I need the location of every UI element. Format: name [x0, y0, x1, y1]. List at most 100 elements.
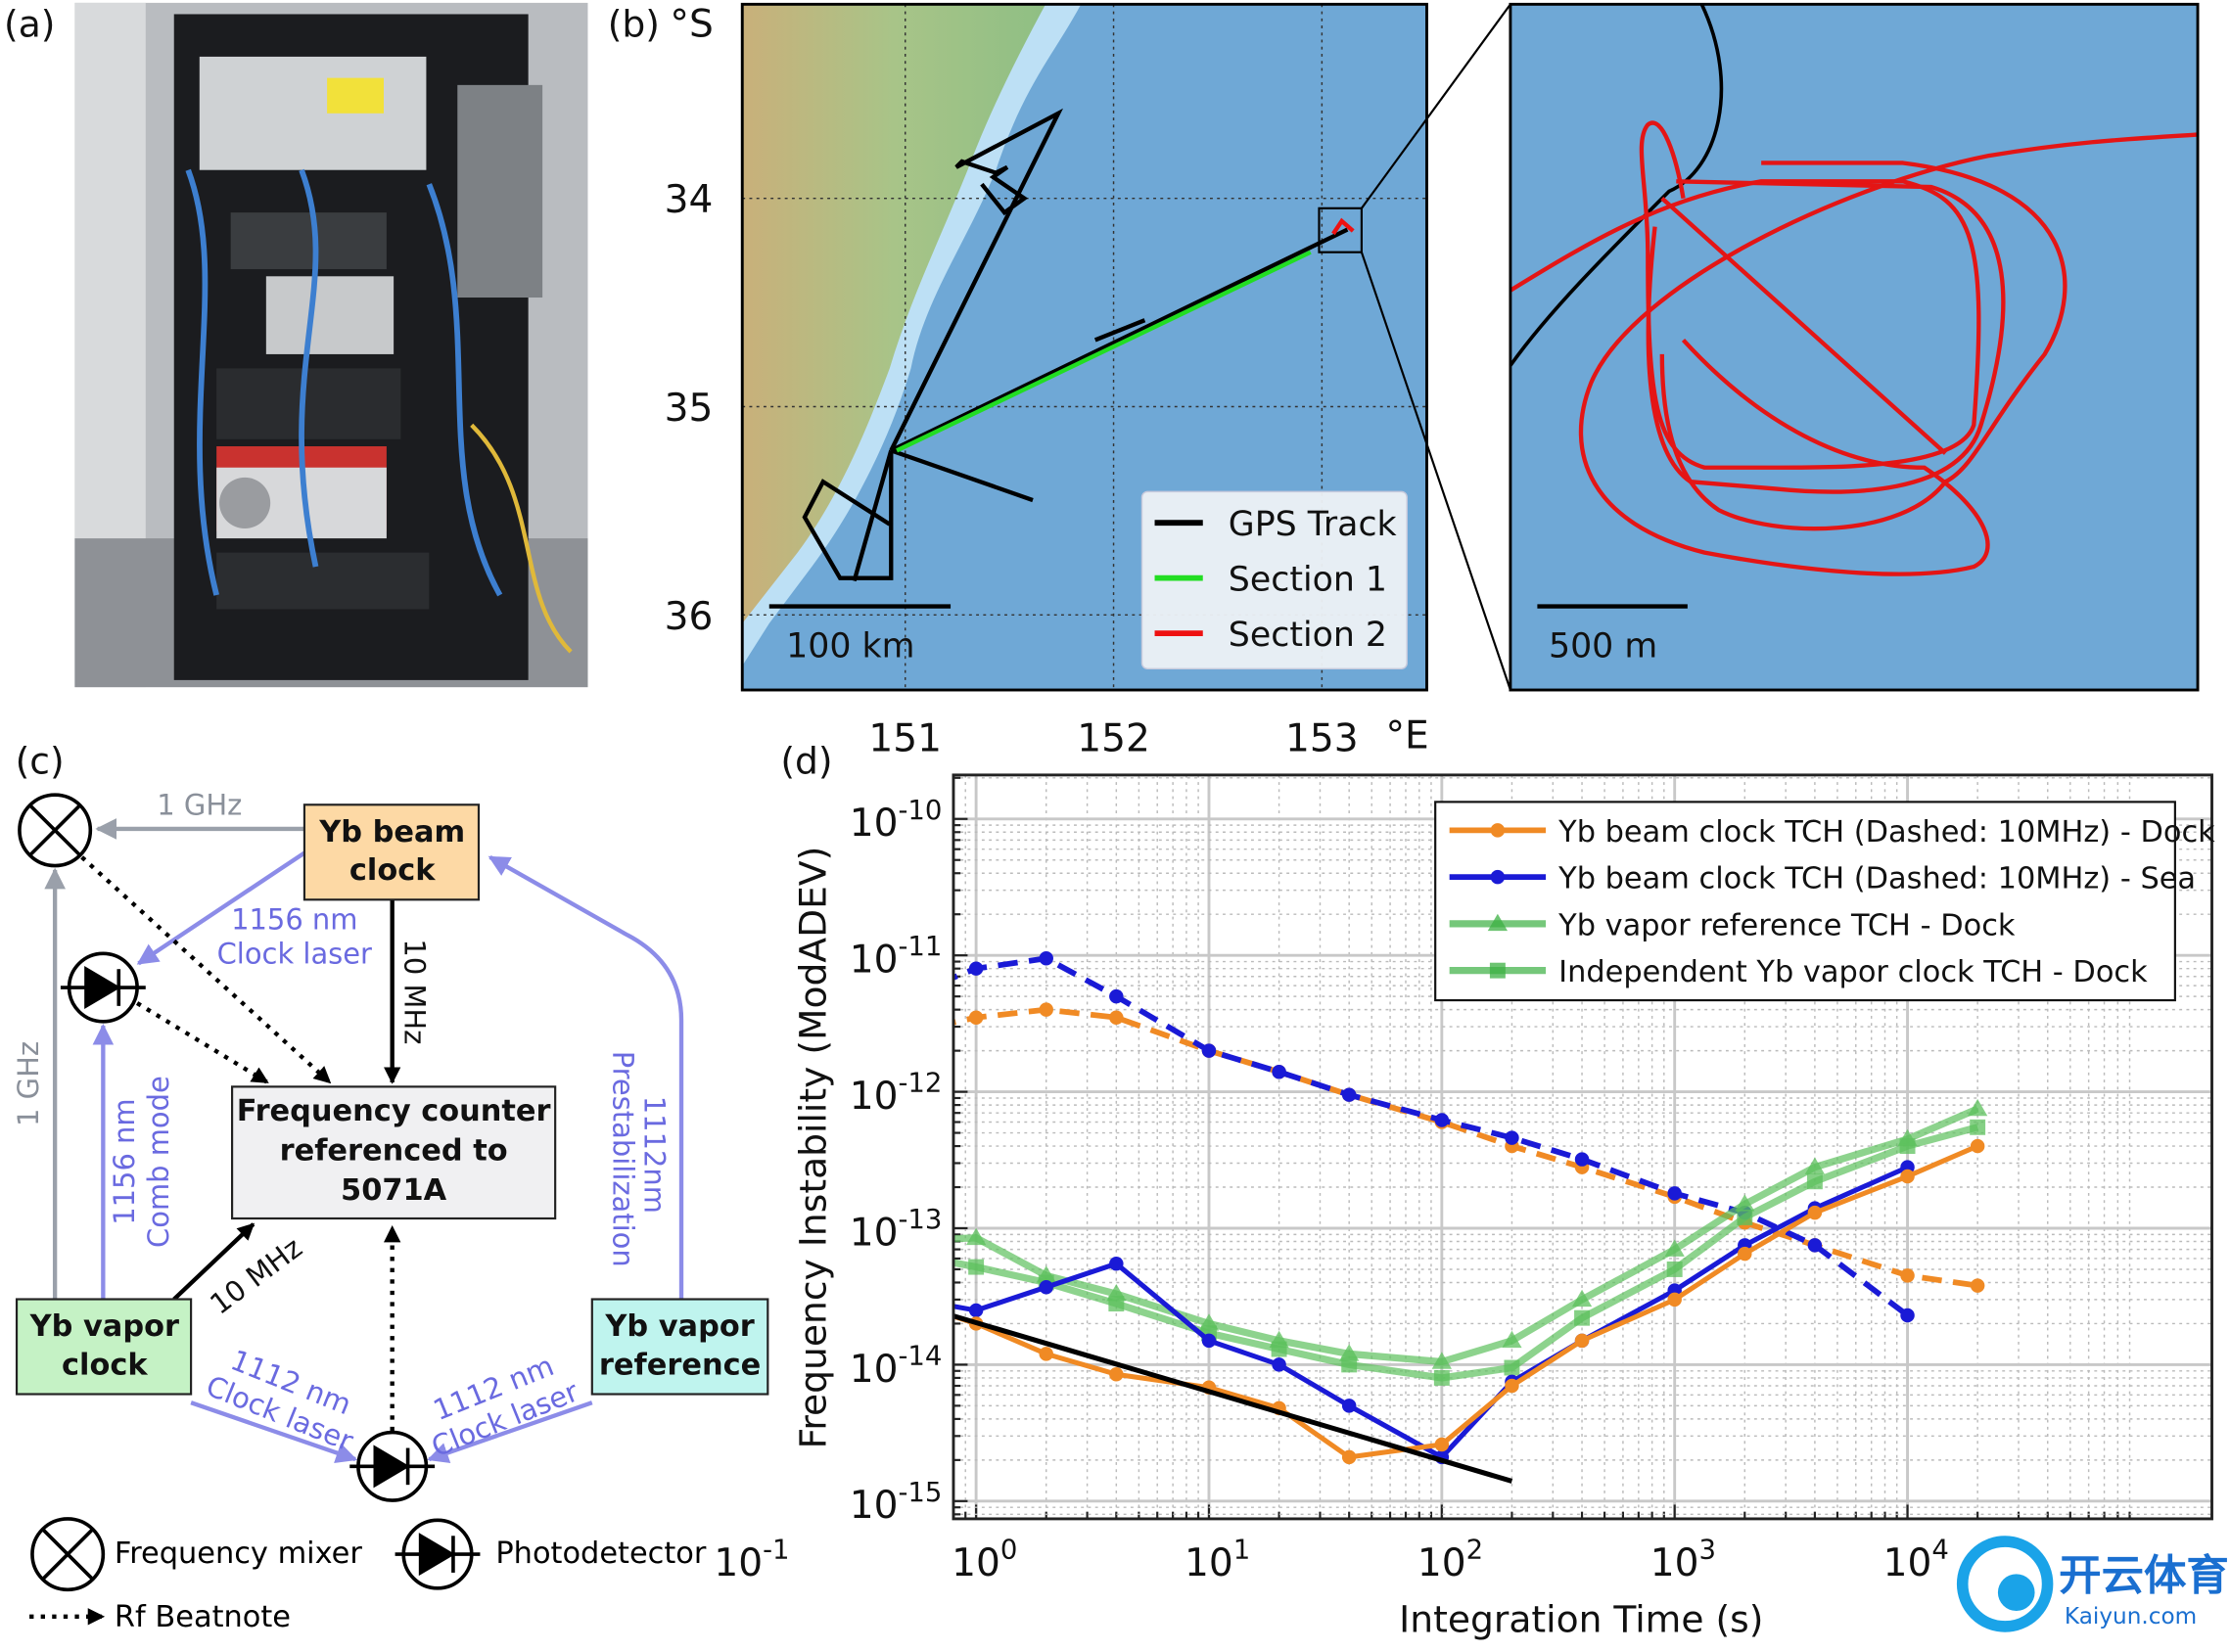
data-point — [1574, 1309, 1591, 1326]
data-point — [876, 1287, 890, 1301]
y-tick-label: 10-12 — [850, 1068, 943, 1119]
link-1112-prestab-label: 1112nm — [637, 1096, 671, 1214]
data-point — [1900, 1308, 1915, 1323]
data-point — [1487, 913, 1509, 932]
series-line — [952, 1312, 1513, 1484]
y-tick-label: 10-13 — [850, 1204, 943, 1255]
legend-beatnote-label: Rf Beatnote — [115, 1600, 291, 1634]
box-label: Yb vapor — [29, 1309, 179, 1344]
yb-beam-clock-box: Yb beam clock — [302, 803, 481, 901]
legend-label: Yb beam clock TCH (Dashed: 10MHz) - Dock — [1557, 815, 2215, 849]
photodetector-icon — [395, 1518, 481, 1590]
link-1ghz-left-label: 1 GHz — [12, 1041, 45, 1126]
panel-label-a: (a) — [4, 3, 55, 46]
lat-tick: 36 — [665, 595, 714, 639]
panel-label-b: (b) — [608, 3, 660, 46]
inset-box — [1318, 206, 1363, 253]
legend-gps-track: GPS Track — [1229, 505, 1398, 544]
data-point — [1109, 988, 1124, 1004]
link-1112-prestab-label: Prestabilization — [607, 1051, 640, 1267]
y-tick-label: 10-10 — [850, 795, 943, 846]
gps-track — [802, 108, 1349, 582]
data-point — [735, 1251, 751, 1266]
data-point — [1807, 1238, 1823, 1253]
data-point — [736, 948, 750, 962]
data-point — [1109, 1010, 1124, 1025]
data-point — [1804, 1157, 1826, 1174]
data-point — [1039, 1347, 1053, 1361]
data-point — [1970, 1138, 1985, 1154]
data-point — [1899, 1138, 1916, 1155]
data-point — [1571, 1289, 1593, 1308]
data-point — [1433, 1369, 1450, 1386]
data-point — [1738, 1246, 1752, 1262]
data-point — [1970, 1119, 1986, 1135]
data-point — [1109, 1256, 1124, 1271]
box-label: clock — [62, 1348, 148, 1382]
data-point — [1341, 1399, 1357, 1413]
link-1ghz-top-label: 1 GHz — [157, 788, 242, 821]
data-point — [1807, 1205, 1823, 1220]
lat-unit: °S — [670, 3, 713, 47]
legend-label: Yb vapor reference TCH - Dock — [1557, 908, 2016, 942]
map-legend: GPS Track Section 1 Section 2 — [1140, 490, 1408, 670]
watermark-site: Kaiyun.com — [2065, 1604, 2197, 1629]
data-point — [1431, 1352, 1452, 1369]
data-point — [1664, 1239, 1685, 1257]
data-point — [1272, 1064, 1286, 1079]
section-2-track — [1331, 217, 1355, 236]
link-1156-comb-label: 1156 nm — [108, 1098, 141, 1224]
data-point — [1271, 1341, 1287, 1357]
data-point — [733, 1244, 753, 1261]
lon-tick: 151 — [868, 716, 942, 760]
data-point — [1109, 1367, 1124, 1382]
data-point — [876, 998, 890, 1012]
frequency-counter-box: Frequency counter referenced to 5071A — [231, 1085, 557, 1220]
link-10mhz-beam-label: 10 MHz — [398, 939, 432, 1044]
data-point — [1667, 1292, 1682, 1308]
lat-tick: 34 — [665, 178, 714, 222]
series-solid — [876, 1138, 1985, 1465]
scale-bar-label: 100 km — [786, 627, 914, 666]
data-point — [1806, 1173, 1823, 1190]
data-point — [968, 961, 984, 976]
watermark-logo: 开云体育 Kaiyun.com — [1956, 1536, 2229, 1632]
photodetector-icon — [349, 1430, 436, 1502]
data-point — [1039, 951, 1053, 966]
box-label: Yb beam — [318, 815, 465, 849]
yb-vapor-clock-box: Yb vapor clock — [15, 1298, 193, 1396]
data-point — [1108, 1296, 1125, 1312]
data-point — [968, 1010, 984, 1025]
data-point — [1900, 1169, 1915, 1184]
data-point — [1502, 1330, 1522, 1349]
series-dashed — [876, 951, 1915, 1323]
map-inset: 500 m — [1509, 2, 2200, 692]
data-point — [1490, 823, 1506, 838]
data-point — [968, 1259, 985, 1275]
box-label: clock — [349, 853, 436, 888]
data-point — [1900, 1268, 1915, 1283]
box-label: Yb vapor — [604, 1309, 754, 1344]
data-point — [1339, 1344, 1360, 1361]
data-point — [1574, 1333, 1590, 1349]
map-panel: 100 km GPS Track Section 1 Section 2 34 … — [665, 3, 1429, 761]
data-point — [1504, 1359, 1520, 1376]
x-tick-label: 101 — [1185, 1534, 1250, 1584]
link-1156-clock-label: Clock laser — [217, 937, 372, 970]
box-label: 5071A — [341, 1173, 447, 1208]
data-point — [965, 1227, 987, 1246]
data-point — [1490, 869, 1506, 885]
data-point — [1341, 1449, 1357, 1465]
link-10mhz-vapor-label: 10 MHz — [204, 1231, 308, 1321]
data-point — [1505, 1378, 1519, 1394]
chart-legend: Yb beam clock TCH (Dashed: 10MHz) - Dock… — [1434, 801, 2215, 1002]
frequency-mixer-icon — [30, 1517, 106, 1592]
x-tick-label: 104 — [1883, 1534, 1949, 1584]
inset-scale-bar-label: 500 m — [1549, 627, 1657, 666]
data-point — [736, 1231, 750, 1245]
data-point — [1039, 1002, 1053, 1017]
link-1156-clock-label: 1156 nm — [231, 903, 357, 937]
data-point — [968, 1303, 984, 1318]
data-point — [876, 1031, 890, 1044]
x-tick-label: 10-1 — [714, 1534, 789, 1584]
